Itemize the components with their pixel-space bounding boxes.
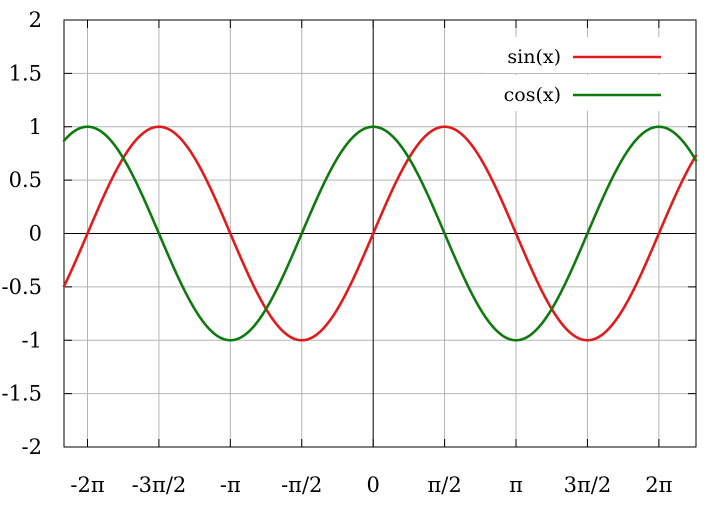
x-tick-label: -2π: [70, 473, 104, 497]
x-tick-label: 3π/2: [564, 473, 612, 497]
x-tick-label: -π/2: [281, 473, 322, 497]
y-tick-labels: 2 1.5 1 0.5 0 -0.5 -1 -1.5 -2: [2, 8, 43, 459]
y-tick-label: -1.5: [2, 382, 43, 406]
x-tick-label: 0: [366, 473, 379, 497]
y-tick-label: 1: [29, 115, 42, 139]
legend-label-sin: sin(x): [507, 46, 561, 68]
y-tick-label: -2: [22, 435, 42, 459]
tick-marks: [64, 19, 696, 448]
y-tick-label: 0: [29, 222, 42, 246]
legend: sin(x) cos(x): [486, 37, 686, 111]
series-line-cos: [62, 125, 698, 342]
x-tick-label: 2π: [645, 473, 672, 497]
x-tick-labels: -2π -3π/2 -π -π/2 0 π/2 π 3π/2 2π: [70, 473, 672, 497]
x-tick-label: π/2: [427, 473, 461, 497]
y-tick-label: 0.5: [9, 168, 42, 192]
y-tick-label: -0.5: [2, 275, 43, 299]
y-tick-label: -1: [22, 328, 42, 352]
legend-label-cos: cos(x): [504, 84, 561, 106]
series-lines: [62, 125, 698, 342]
legend-entry-background: [486, 37, 686, 73]
x-tick-label: -3π/2: [132, 473, 187, 497]
legend-entry-background: [486, 75, 686, 111]
y-tick-label: 1.5: [9, 61, 42, 85]
y-tick-label: 2: [29, 8, 42, 32]
x-tick-label: π: [509, 473, 523, 497]
series-line-sin: [62, 125, 698, 342]
x-tick-label: -π: [220, 473, 241, 497]
